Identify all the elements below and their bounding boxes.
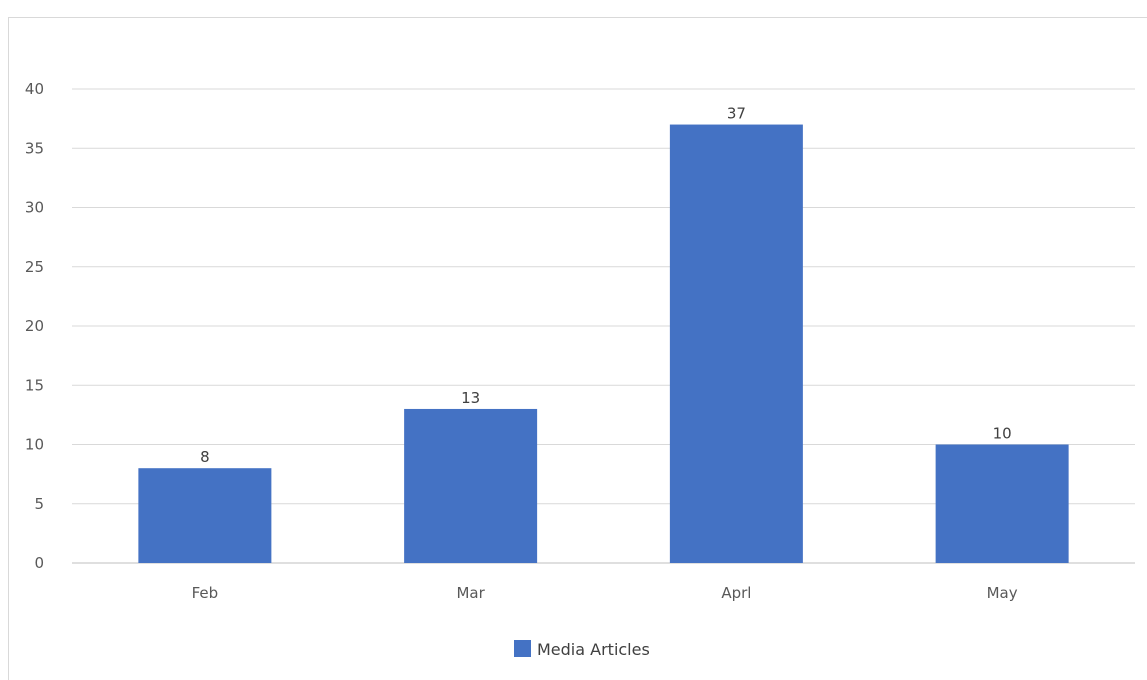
bar — [669, 124, 803, 564]
legend-swatch — [514, 640, 531, 657]
x-tick-label: Mar — [456, 584, 485, 602]
data-label: 8 — [200, 448, 210, 466]
x-tick-label: May — [987, 584, 1018, 602]
y-tick-label: 15 — [25, 376, 44, 394]
bar — [935, 444, 1069, 563]
y-tick-label: 35 — [25, 139, 44, 157]
y-tick-label: 0 — [34, 554, 44, 572]
y-tick-label: 20 — [25, 317, 44, 335]
y-tick-label: 30 — [25, 199, 44, 217]
y-tick-label: 5 — [34, 495, 44, 513]
y-tick-label: 25 — [25, 258, 44, 276]
y-tick-label: 10 — [25, 436, 44, 454]
x-tick-label: Aprl — [721, 584, 751, 602]
data-label: 37 — [727, 105, 746, 123]
data-label: 10 — [993, 425, 1012, 443]
bar — [404, 408, 538, 563]
bar — [138, 468, 272, 563]
x-tick-label: Feb — [192, 584, 219, 602]
legend-label: Media Articles — [537, 640, 650, 659]
data-label: 13 — [461, 389, 480, 407]
y-tick-label: 40 — [25, 80, 44, 98]
chart-frame — [8, 17, 1147, 680]
